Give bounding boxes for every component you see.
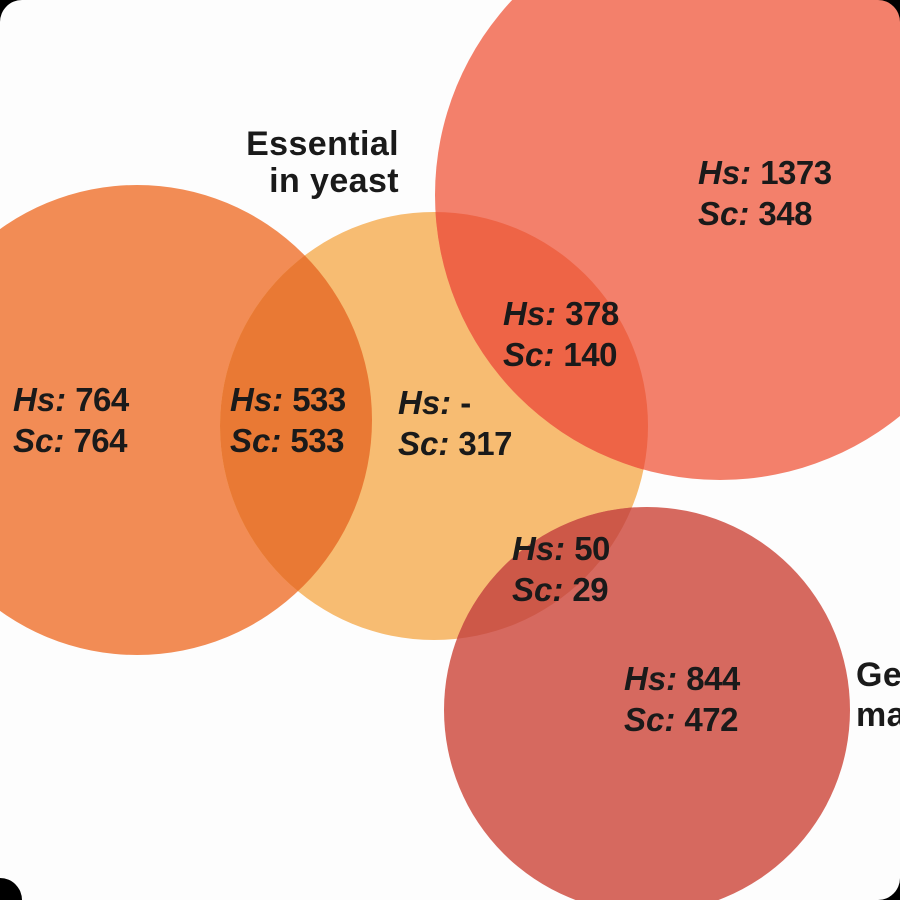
region-label-left-only: Hs: 764 Sc: 764 bbox=[13, 379, 129, 461]
region-label-left-middle-overlap: Hs: 533 Sc: 533 bbox=[230, 379, 346, 461]
sc-species-label: Sc: bbox=[398, 425, 450, 462]
corner-mark-top-left bbox=[0, 0, 22, 22]
hs-species-label: Hs: bbox=[512, 530, 566, 567]
sc-count: 348 bbox=[758, 195, 812, 232]
region-label-middle-bottomright-overlap: Hs: 50 Sc: 29 bbox=[512, 528, 610, 610]
region-label-middle-topright-overlap: Hs: 378 Sc: 140 bbox=[503, 293, 619, 375]
overlap-middle-topright bbox=[435, 212, 648, 480]
hs-species-label: Hs: bbox=[624, 660, 678, 697]
hs-count: 533 bbox=[292, 381, 346, 418]
region-label-bottomright-only: Hs: 844 Sc: 472 bbox=[624, 658, 740, 740]
sc-species-label: Sc: bbox=[698, 195, 750, 232]
sc-count: 140 bbox=[563, 336, 617, 373]
sc-species-label: Sc: bbox=[13, 422, 65, 459]
edge-label-line1: Gen bbox=[856, 656, 900, 694]
essential-label-line2: in yeast bbox=[269, 162, 399, 200]
hs-species-label: Hs: bbox=[503, 295, 557, 332]
hs-count: 1373 bbox=[760, 154, 832, 191]
region-label-topright-only: Hs: 1373 Sc: 348 bbox=[698, 152, 832, 234]
corner-mark-bottom-right bbox=[878, 878, 900, 900]
hs-species-label: Hs: bbox=[698, 154, 752, 191]
right-edge-truncated-label: Gen mam bbox=[856, 655, 900, 735]
hs-count: - bbox=[460, 384, 471, 421]
edge-label-line2: mam bbox=[856, 696, 900, 734]
hs-count: 844 bbox=[686, 660, 740, 697]
hs-count: 764 bbox=[75, 381, 129, 418]
sc-count: 764 bbox=[73, 422, 127, 459]
sc-species-label: Sc: bbox=[230, 422, 282, 459]
corner-mark-bottom-left bbox=[0, 878, 22, 900]
sc-count: 472 bbox=[684, 701, 738, 738]
corner-mark-top-right bbox=[878, 0, 900, 22]
hs-count: 378 bbox=[565, 295, 619, 332]
overlap-left-middle bbox=[220, 212, 372, 640]
hs-count: 50 bbox=[574, 530, 610, 567]
sc-count: 317 bbox=[458, 425, 512, 462]
sc-species-label: Sc: bbox=[512, 571, 564, 608]
overlap-middle-bottomright bbox=[444, 507, 648, 640]
sc-species-label: Sc: bbox=[624, 701, 676, 738]
region-label-middle-only: Hs: - Sc: 317 bbox=[398, 382, 512, 464]
sc-count: 29 bbox=[572, 571, 609, 608]
sc-count: 533 bbox=[290, 422, 344, 459]
essential-label-line1: Essential bbox=[246, 125, 399, 163]
sc-species-label: Sc: bbox=[503, 336, 555, 373]
hs-species-label: Hs: bbox=[398, 384, 452, 421]
hs-species-label: Hs: bbox=[230, 381, 284, 418]
hs-species-label: Hs: bbox=[13, 381, 67, 418]
essential-in-yeast-label: Essential in yeast bbox=[199, 126, 399, 200]
